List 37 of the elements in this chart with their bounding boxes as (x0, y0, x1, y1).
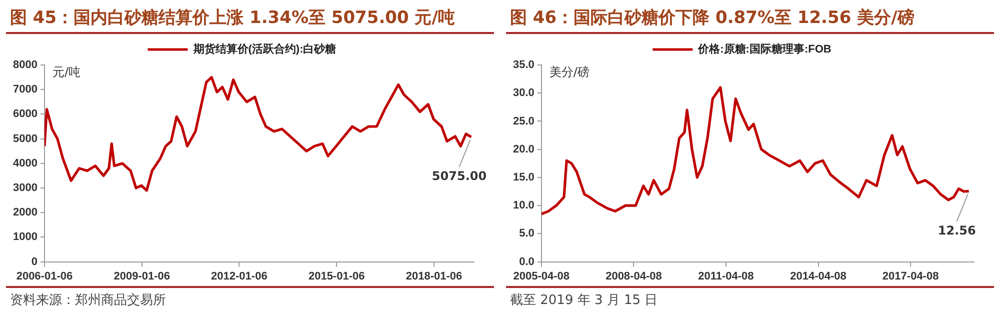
y-tick-label: 8000 (12, 59, 38, 72)
y-tick-label: 5.0 (519, 228, 534, 240)
y-tick-label: 1000 (12, 231, 38, 244)
y-tick-label: 5000 (12, 132, 38, 145)
chart-title: 图 46：国际白砂糖价下降 0.87%至 12.56 美分/磅 (506, 0, 994, 34)
x-tick-label: 2017-04-08 (882, 270, 939, 282)
x-tick-label: 2018-01-06 (406, 270, 462, 282)
y-tick-label: 4000 (12, 157, 38, 170)
y-tick-label: 0 (31, 256, 38, 268)
y-axis-title: 美分/磅 (549, 65, 590, 80)
x-tick-label: 2009-01-06 (114, 270, 170, 282)
y-tick-label: 6000 (12, 108, 38, 120)
text: 截至 2019 年 3 月 15 日 (510, 292, 658, 309)
y-tick-label: 20.0 (512, 143, 534, 156)
chart-title: 图 45：国内白砂糖结算价上涨 1.34%至 5075.00 元/吨 (6, 0, 494, 34)
x-tick-label: 2014-04-08 (790, 270, 846, 282)
y-tick-label: 0.0 (519, 256, 534, 268)
annotation: 5075.00 (432, 169, 487, 184)
y-tick-label: 25.0 (512, 115, 534, 128)
y-tick-label: 15.0 (512, 171, 534, 184)
x-tick-label: 2005-04-08 (513, 270, 570, 282)
x-tick-label: 2015-01-06 (308, 270, 365, 282)
x-tick-label: 2008-04-08 (606, 270, 662, 282)
y-tick-label: 3000 (12, 182, 38, 194)
y-axis-title: 元/吨 (52, 65, 81, 80)
y-tick-label: 30.0 (512, 87, 534, 100)
x-tick-label: 2011-04-08 (698, 270, 754, 282)
y-tick-label: 2000 (12, 206, 38, 219)
text: 资料来源：郑州商品交易所 (10, 292, 166, 309)
y-tick-label: 10.0 (512, 200, 534, 212)
x-tick-label: 2012-01-06 (211, 270, 268, 282)
y-tick-label: 7000 (12, 84, 38, 96)
x-tick-label: 2006-01-06 (16, 270, 73, 282)
legend-label: 期货结算价(活跃合约):白砂糖 (192, 42, 336, 56)
annotation: 12.56 (938, 223, 976, 238)
legend-label: 价格:原糖:国际糖理事:FOB (697, 42, 832, 56)
y-tick-label: 35.0 (512, 59, 534, 72)
